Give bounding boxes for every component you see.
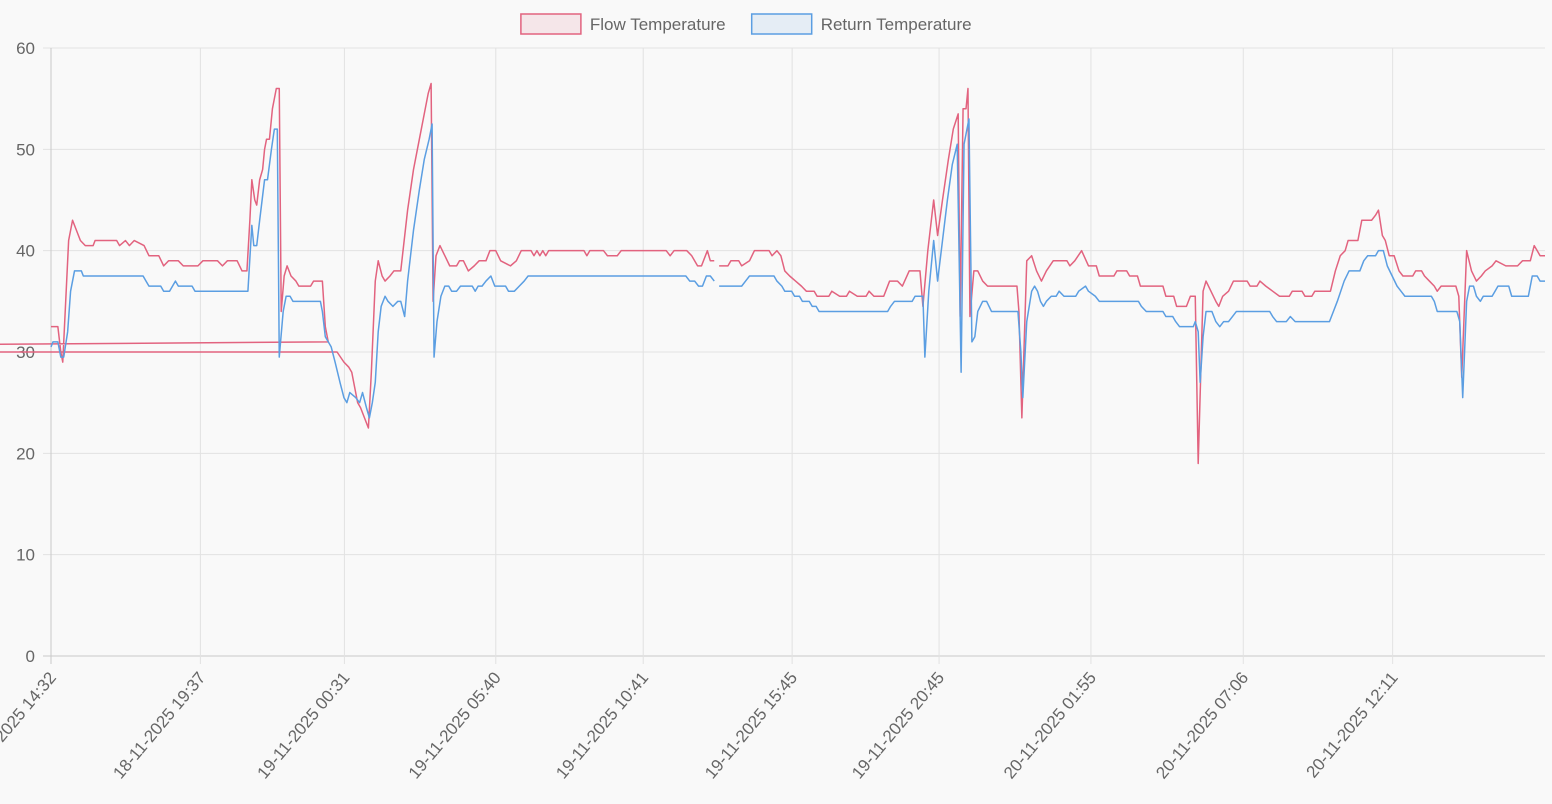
flow-temperature-line — [719, 87, 1545, 465]
y-tick-label: 50 — [16, 140, 35, 159]
x-tick-label: 19-11-2025 15:45 — [701, 668, 801, 782]
x-tick-label: 19-11-2025 10:41 — [552, 668, 652, 782]
gridlines — [43, 47, 1545, 664]
x-tick-label: 18-11-2025 14:32 — [0, 668, 60, 782]
series-lines — [0, 82, 1545, 465]
y-tick-label: 60 — [16, 39, 35, 58]
series-group — [50, 118, 1545, 419]
y-tick-label: 40 — [16, 242, 35, 261]
return-temperature-line — [50, 123, 715, 419]
legend-item-return-temperature[interactable]: Return Temperature — [750, 13, 972, 35]
flow-temperature-line — [0, 82, 715, 429]
x-tick-label: 18-11-2025 19:37 — [109, 668, 209, 782]
x-tick-label: 19-11-2025 00:31 — [253, 668, 353, 782]
legend-item-flow-temperature[interactable]: Flow Temperature — [520, 13, 726, 35]
x-tick-label: 19-11-2025 20:45 — [848, 668, 948, 782]
legend-label: Flow Temperature — [590, 15, 726, 34]
legend-swatch — [520, 13, 582, 35]
y-tick-label: 0 — [26, 647, 35, 666]
x-tick-label: 20-11-2025 07:06 — [1152, 668, 1252, 782]
y-tick-label: 10 — [16, 546, 35, 565]
x-tick-label: 20-11-2025 12:11 — [1303, 668, 1402, 781]
legend[interactable]: Flow Temperature Return Temperature — [520, 13, 972, 35]
series-group — [0, 82, 1545, 465]
x-tick-label: 19-11-2025 05:40 — [405, 668, 505, 782]
x-tick-label: 20-11-2025 01:55 — [1000, 668, 1100, 782]
y-tick-label: 20 — [16, 444, 35, 463]
legend-swatch — [750, 13, 813, 35]
legend-label: Return Temperature — [821, 15, 972, 34]
return-temperature-line — [719, 118, 1545, 399]
